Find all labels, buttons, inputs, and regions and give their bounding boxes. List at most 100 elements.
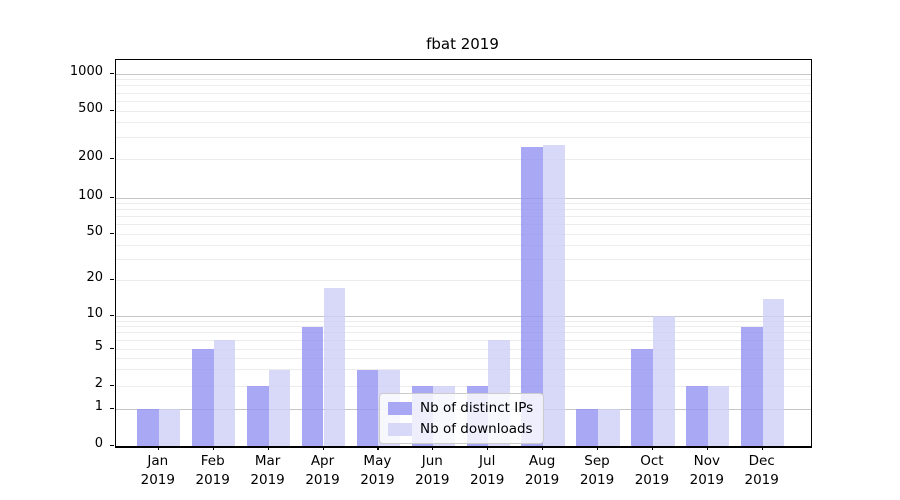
gridline-minor [116,224,811,226]
gridline-major [116,73,811,75]
y-tick-mark [110,110,114,112]
x-tick-label-jun: Jun 2019 [392,452,472,490]
bar-downloads-apr [323,288,346,446]
x-tick-mark [212,446,214,450]
bar-distinct-ips-apr [301,326,324,446]
x-tick-label-nov: Nov 2019 [667,452,747,490]
legend-swatch [388,401,412,415]
y-tick-label: 1000 [69,64,103,79]
x-tick-mark [542,446,544,450]
x-tick-mark [157,446,159,450]
x-tick-year: 2019 [470,472,505,488]
x-tick-label-mar: Mar 2019 [228,452,308,490]
x-tick-year: 2019 [579,472,615,488]
gridline-minor [116,385,811,387]
gridline-minor [116,339,811,341]
y-tick-label: 20 [86,270,103,285]
bar-distinct-ips-mar [246,386,269,446]
y-tick-mark [110,408,114,410]
x-tick-year: 2019 [360,472,395,488]
y-tick-mark [110,197,114,199]
x-tick-mark [267,446,269,450]
y-tick-mark [110,348,114,350]
gridline-minor [116,348,811,350]
y-tick-mark [110,385,114,387]
bar-distinct-ips-jan [137,409,159,446]
x-tick-month: Dec [748,453,775,469]
bar-downloads-nov [707,386,730,446]
gridline-minor [116,357,811,359]
gridline-major [116,197,811,199]
bar-distinct-ips-nov [686,386,708,446]
gridline-minor [116,79,811,81]
x-tick-year: 2019 [689,472,724,488]
y-tick-mark [110,158,114,160]
x-tick-year: 2019 [305,472,340,488]
x-tick-mark [377,446,379,450]
x-tick-month: Nov [693,453,720,469]
gridline-minor [116,216,811,218]
gridline-minor [116,320,811,322]
x-tick-label-feb: Feb 2019 [173,452,253,490]
y-tick-label: 0 [94,436,103,451]
bar-distinct-ips-feb [192,349,214,446]
y-tick-label: 10 [86,306,103,321]
x-tick-label-oct: Oct 2019 [612,452,692,490]
x-tick-month: Apr [310,453,335,469]
y-tick-label: 500 [78,101,103,116]
y-tick-mark [110,73,114,75]
x-tick-month: Jan [147,453,169,469]
x-tick-month: Mar [254,453,281,469]
x-tick-label-dec: Dec 2019 [722,452,802,490]
gridline-minor [116,332,811,334]
legend-label: Nb of downloads [420,421,533,437]
gridline-minor [116,369,811,371]
gridline-minor [116,259,811,261]
gridline-major [116,315,811,317]
chart-title: fbat 2019 [426,35,499,53]
bar-downloads-sep [598,409,620,446]
y-tick-mark [110,279,114,281]
x-tick-year: 2019 [634,472,670,488]
y-tick-label: 50 [86,224,103,239]
gridline-minor [116,122,811,124]
x-tick-month: Sep [584,453,610,469]
x-tick-label-jul: Jul 2019 [447,452,527,490]
y-tick-label: 2 [94,376,103,391]
bar-distinct-ips-oct [631,349,653,446]
bar-distinct-ips-may [356,369,379,446]
bar-distinct-ips-dec [741,326,763,446]
x-tick-year: 2019 [195,472,230,488]
bar-downloads-aug [543,145,565,446]
x-tick-mark [651,446,654,450]
gridline-minor [116,85,811,87]
x-tick-month: Feb [200,453,225,469]
x-tick-label-jan: Jan 2019 [118,452,198,490]
x-tick-label-may: May 2019 [337,452,417,490]
gridline-minor [116,110,811,112]
gridline-minor [116,244,811,246]
x-tick-mark [322,446,324,450]
legend-entry-distinct-ips: Nb of distinct IPs [388,400,533,416]
bar-distinct-ips-sep [576,409,598,446]
x-tick-year: 2019 [524,472,560,488]
gridline-minor [116,279,811,281]
gridline-minor [116,233,811,235]
bar-downloads-dec [762,298,785,446]
x-tick-label-aug: Aug 2019 [502,452,582,490]
x-tick-mark [432,446,434,450]
bar-downloads-jan [158,409,181,446]
legend-swatch [388,422,412,436]
bar-downloads-feb [213,340,236,446]
x-tick-year: 2019 [140,472,175,488]
bar-distinct-ips-aug [521,147,544,446]
y-tick-label: 1 [94,399,103,414]
bar-downloads-oct [652,316,675,446]
y-tick-mark [110,233,114,235]
x-tick-mark [487,446,489,450]
bar-downloads-mar [268,369,291,446]
x-tick-month: Aug [528,453,556,469]
x-tick-label-apr: Apr 2019 [283,452,363,490]
x-tick-month: Jul [479,453,496,469]
